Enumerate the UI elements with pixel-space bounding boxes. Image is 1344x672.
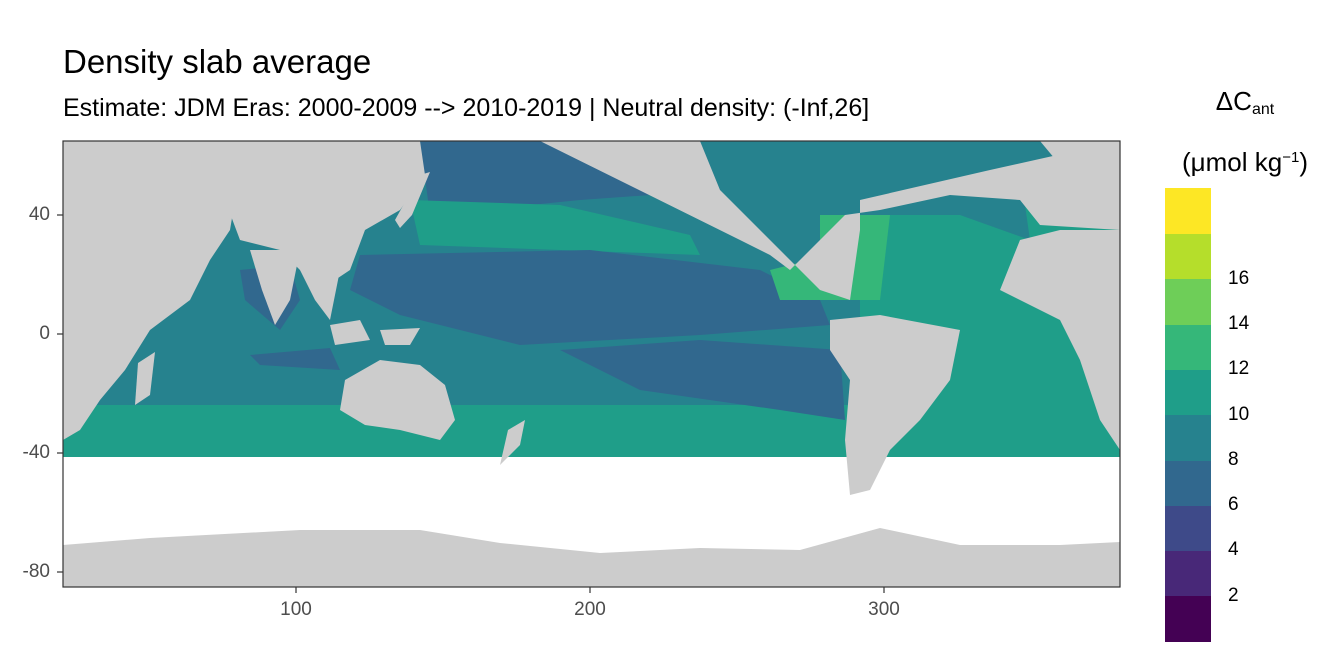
legend-color-step — [1165, 278, 1211, 325]
y-tick-label: -40 — [22, 442, 50, 463]
legend-color-step — [1165, 550, 1211, 597]
legend-color-step — [1165, 188, 1211, 234]
legend-break-label: 10 — [1228, 403, 1250, 425]
plot-title: Density slab average — [63, 43, 372, 80]
legend-break-label: 4 — [1228, 539, 1239, 561]
legend-break-label: 12 — [1228, 358, 1250, 380]
legend-unit-end: ) — [1299, 147, 1308, 177]
legend-break-label: 14 — [1228, 312, 1250, 334]
y-tick-label: 0 — [39, 323, 50, 344]
y-tick-label: -80 — [22, 561, 50, 582]
y-tick-label: 40 — [28, 204, 50, 225]
legend-unit-main: (μmol kg — [1182, 147, 1283, 177]
legend-break-label: 16 — [1228, 267, 1250, 289]
legend-color-step — [1165, 505, 1211, 552]
legend-break-label: 2 — [1228, 584, 1239, 606]
panel-border — [62, 140, 1121, 588]
legend-title: ΔCant (μmol kg−1) — [1160, 84, 1330, 179]
legend-break-label: 6 — [1228, 494, 1239, 516]
plot-subtitle: Estimate: JDM Eras: 2000-2009 --> 2010-2… — [63, 94, 870, 122]
axis-ticks — [57, 214, 885, 593]
legend-color-step — [1165, 459, 1211, 506]
legend-color-step — [1165, 369, 1211, 416]
legend-color-step — [1165, 414, 1211, 461]
legend-color-step — [1165, 233, 1211, 280]
legend-color-step — [1165, 595, 1211, 642]
legend-unit-exponent: −1 — [1282, 149, 1300, 166]
land-masses — [63, 141, 1120, 587]
legend-title-symbol: ΔC — [1215, 86, 1252, 116]
legend-break-label: 8 — [1228, 448, 1239, 470]
x-tick-label: 200 — [574, 599, 606, 620]
legend-title-subscript: ant — [1251, 101, 1275, 118]
legend-unit: (μmol kg−1) — [1160, 141, 1330, 179]
x-tick-label: 300 — [868, 599, 900, 620]
x-tick-label: 100 — [280, 599, 312, 620]
legend-color-step — [1165, 323, 1211, 370]
